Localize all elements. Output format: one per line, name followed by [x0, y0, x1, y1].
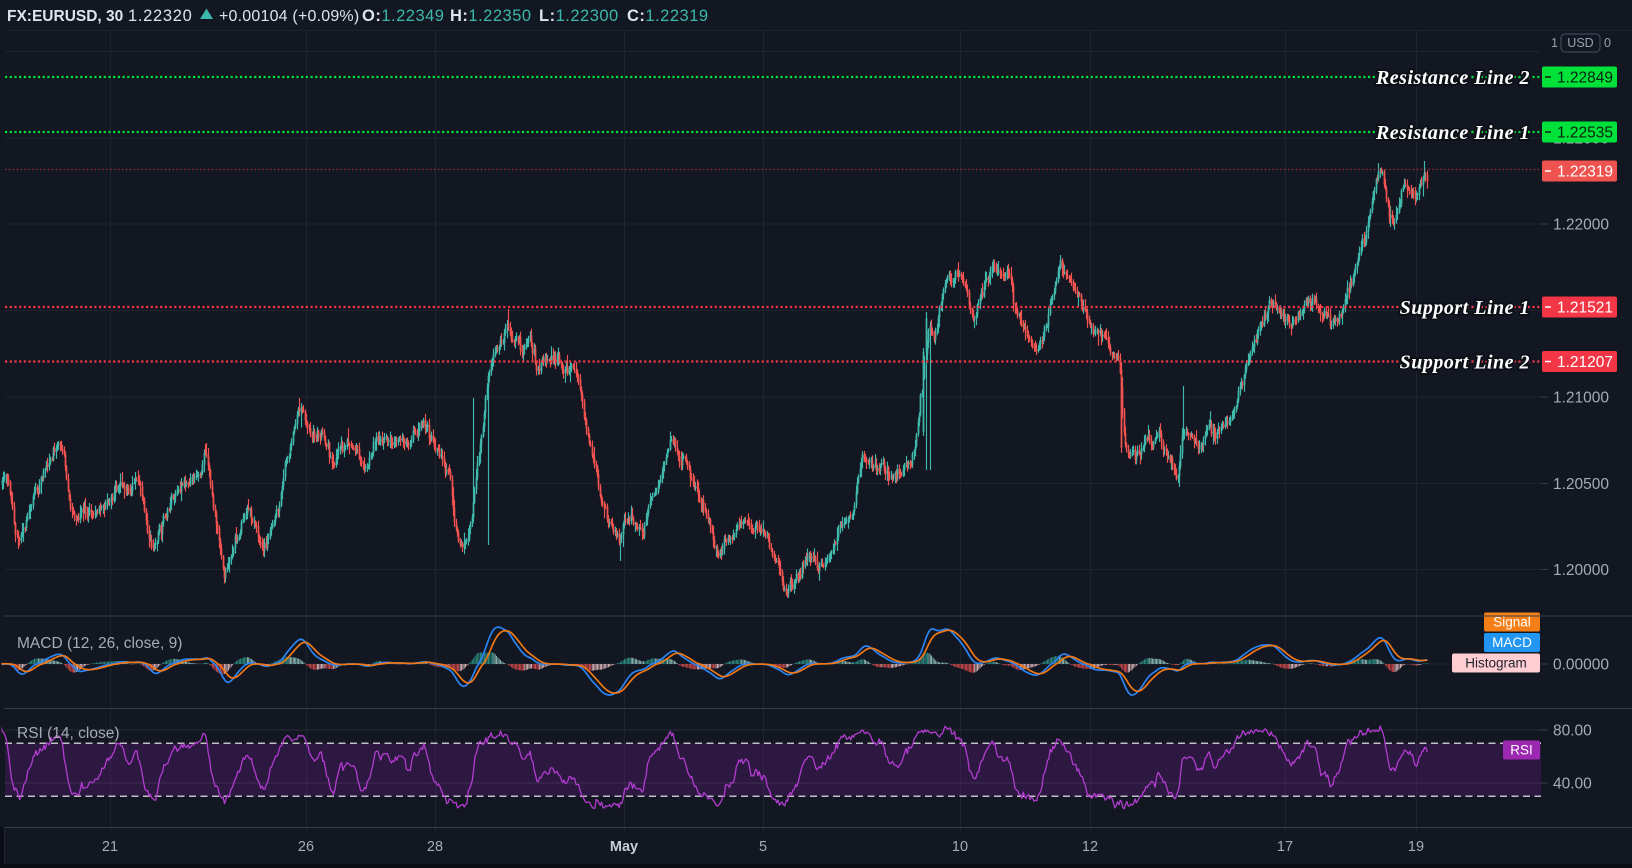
svg-text:1.21000: 1.21000	[1553, 390, 1609, 407]
svg-text:1.20000: 1.20000	[1553, 562, 1609, 579]
svg-text:1.22319: 1.22319	[1557, 164, 1613, 181]
svg-text:MACD: MACD	[1492, 635, 1532, 650]
svg-text:1.21207: 1.21207	[1557, 354, 1613, 371]
svg-text:1.22849: 1.22849	[1557, 70, 1613, 87]
svg-text:1.21521: 1.21521	[1557, 300, 1613, 317]
svg-text:L:1.22300: L:1.22300	[539, 7, 619, 25]
svg-text:MACD (12, 26, close, 9): MACD (12, 26, close, 9)	[17, 635, 182, 652]
svg-text:RSI: RSI	[1510, 743, 1533, 758]
svg-text:12: 12	[1082, 839, 1098, 855]
svg-text:0: 0	[1604, 36, 1611, 50]
svg-text:1.22320: 1.22320	[128, 7, 193, 25]
svg-text:28: 28	[427, 839, 443, 855]
svg-text:+0.00104 (+0.09%): +0.00104 (+0.09%)	[219, 8, 359, 25]
svg-text:FX:EURUSD, 30: FX:EURUSD, 30	[7, 8, 123, 25]
svg-text:C:1.22319: C:1.22319	[627, 7, 709, 25]
svg-text:RSI (14, close): RSI (14, close)	[17, 725, 120, 742]
svg-text:O:1.22349: O:1.22349	[362, 7, 445, 25]
svg-text:17: 17	[1277, 839, 1293, 855]
svg-text:Support Line 2: Support Line 2	[1400, 352, 1530, 374]
svg-text:80.00: 80.00	[1553, 723, 1592, 740]
svg-text:1.22000: 1.22000	[1553, 217, 1609, 234]
svg-text:1.20500: 1.20500	[1553, 476, 1609, 493]
svg-text:1: 1	[1551, 36, 1558, 50]
svg-text:0.00000: 0.00000	[1553, 657, 1609, 674]
svg-text:Histogram: Histogram	[1465, 656, 1527, 671]
svg-text:Support Line 1: Support Line 1	[1400, 297, 1530, 319]
svg-text:40.00: 40.00	[1553, 776, 1592, 793]
svg-text:Resistance Line 2: Resistance Line 2	[1375, 67, 1530, 89]
svg-text:21: 21	[102, 839, 118, 855]
svg-text:Resistance Line 1: Resistance Line 1	[1375, 122, 1530, 144]
svg-text:19: 19	[1408, 839, 1424, 855]
svg-text:26: 26	[298, 839, 314, 855]
svg-text:5: 5	[759, 839, 767, 855]
svg-text:USD: USD	[1567, 36, 1593, 50]
svg-text:Signal: Signal	[1493, 615, 1531, 630]
svg-text:H:1.22350: H:1.22350	[450, 7, 532, 25]
svg-text:May: May	[610, 839, 638, 855]
svg-text:10: 10	[952, 839, 968, 855]
svg-text:1.22535: 1.22535	[1557, 125, 1613, 142]
